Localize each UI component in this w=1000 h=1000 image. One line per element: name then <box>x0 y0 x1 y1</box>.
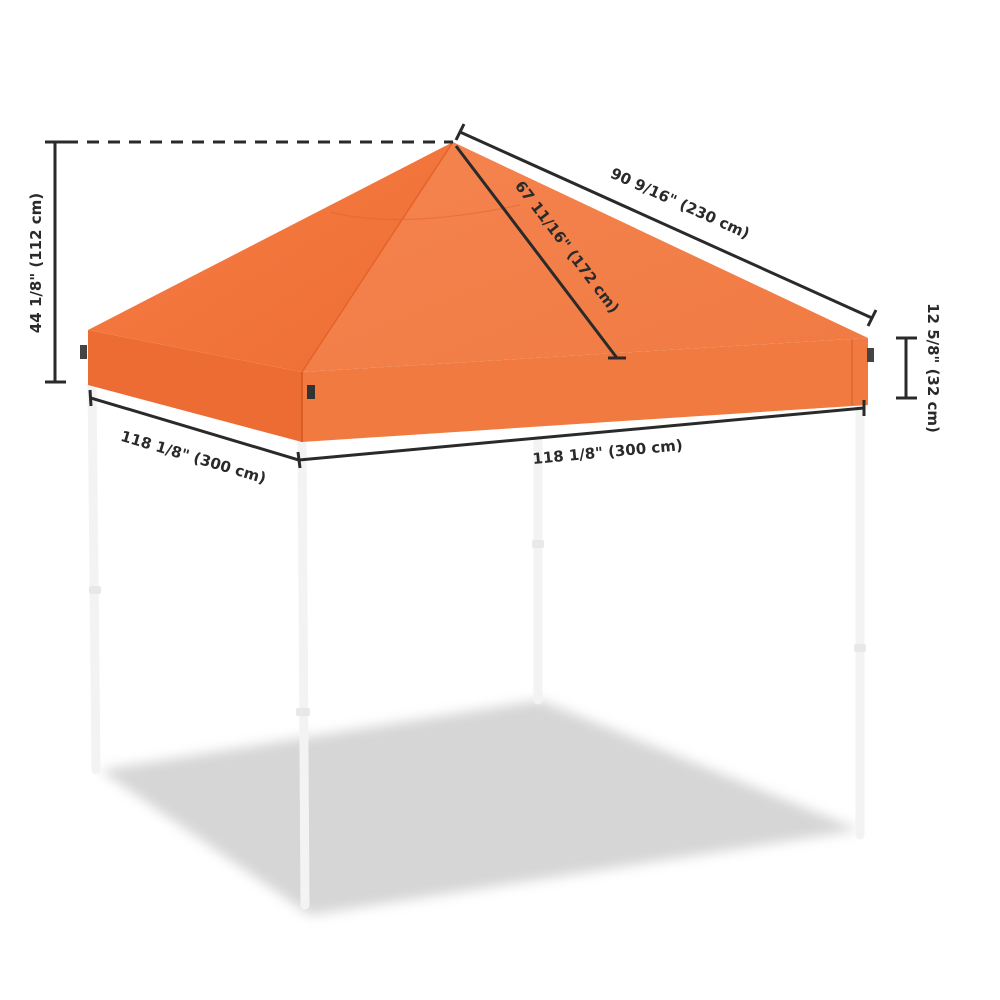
dim-diagonal-line <box>454 145 619 359</box>
label-total-height: 44 1/8" (112 cm) <box>27 193 45 333</box>
corner-hardware <box>80 345 874 399</box>
label-front-width: 118 1/8" (300 cm) <box>532 436 684 468</box>
joint-back-right <box>532 540 544 548</box>
dim-left-width-line <box>90 396 300 462</box>
dim-left-width-tick-a <box>88 389 93 407</box>
dim-ridge-line <box>459 130 873 320</box>
dimension-lines <box>45 123 917 469</box>
dim-ridge-tick-b <box>866 309 878 327</box>
leg-front-left <box>297 437 310 910</box>
roof-panel-front <box>302 142 868 372</box>
joint-back-left <box>89 586 101 594</box>
valance-left <box>88 330 302 442</box>
roof-ridge <box>301 141 454 373</box>
dim-ridge-tick-a <box>454 123 466 141</box>
joint-front-left <box>296 708 310 716</box>
leg-back-left <box>87 380 101 775</box>
roof-fold-line <box>329 204 521 221</box>
hook-right <box>867 348 874 362</box>
roof-panel-left <box>88 142 453 372</box>
ground-shadow <box>100 700 860 915</box>
valance-front <box>302 338 868 442</box>
joint-front-right <box>854 644 866 652</box>
label-left-width: 118 1/8" (300 cm) <box>119 427 269 487</box>
label-valance-height: 12 5/8" (32 cm) <box>924 303 942 433</box>
leg-joints <box>89 540 866 716</box>
frame-legs <box>87 380 865 910</box>
dim-front-width-line <box>298 406 865 462</box>
hook-left <box>80 345 87 359</box>
hook-front <box>307 385 315 399</box>
